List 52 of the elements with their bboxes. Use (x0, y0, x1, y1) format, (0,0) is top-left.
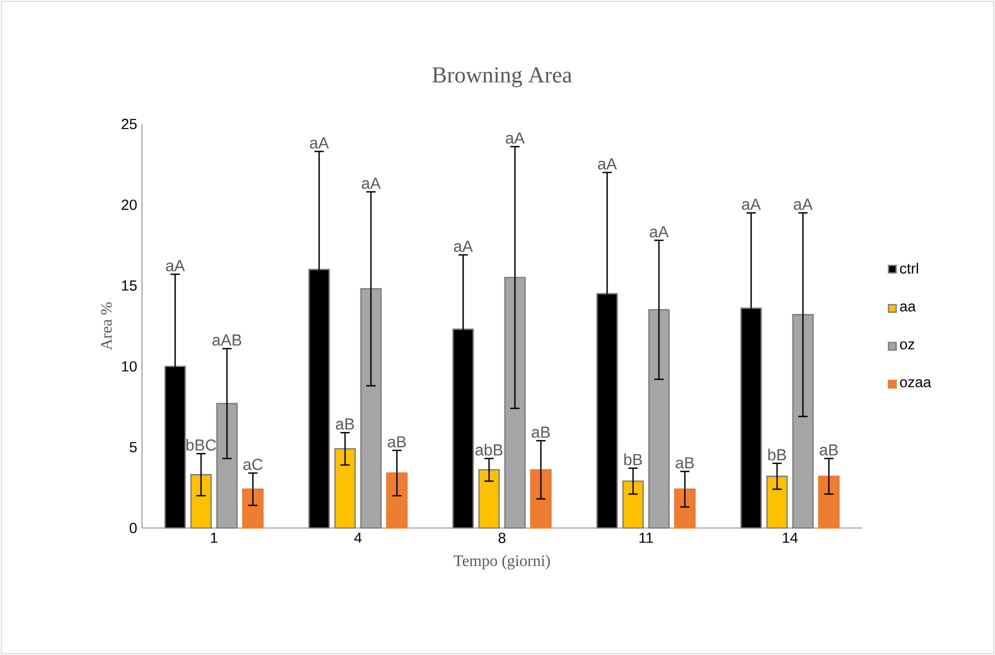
annotation: aB (820, 444, 838, 456)
annotation: aA (598, 158, 617, 170)
chart-title: Browning Area (432, 67, 572, 88)
x-tick-label: 11 (639, 532, 653, 543)
annotation: aAB (212, 334, 242, 346)
x-tick-label: 14 (782, 532, 798, 543)
annotation: aA (310, 137, 329, 149)
annotation: bB (624, 454, 642, 466)
annotation: aC (243, 458, 262, 470)
annotation: aA (506, 132, 525, 144)
annotation: bB (768, 448, 786, 460)
legend-label: ozaa (900, 379, 932, 388)
bar (622, 480, 644, 529)
bar (766, 476, 788, 529)
annotation: aA (794, 198, 813, 210)
annotation: aB (676, 457, 694, 468)
bar (792, 314, 814, 529)
annotation: bBC (186, 438, 216, 451)
y-tick-label: 20 (122, 200, 137, 210)
y-tick-label: 0 (130, 522, 137, 534)
legend-label: aa (900, 303, 916, 312)
bar (360, 288, 382, 529)
y-tick-label: 10 (122, 361, 137, 372)
bar (674, 488, 696, 529)
annotation: abB (475, 444, 502, 456)
y-axis-title: Area % (100, 302, 112, 350)
y-tick-label: 5 (130, 442, 137, 452)
bar (818, 476, 840, 529)
legend-label: oz (900, 341, 914, 350)
annotation: aA (166, 260, 185, 272)
bar (190, 474, 212, 529)
bar (648, 309, 670, 529)
legend-label: ctrl (900, 262, 918, 274)
bar (242, 488, 264, 529)
x-tick-label: 8 (498, 532, 506, 544)
annotation: aA (742, 198, 761, 210)
y-tick-label: 25 (122, 118, 137, 130)
x-axis-title: Tempo (giorni) (454, 554, 550, 570)
bar (478, 469, 500, 529)
annotation: aA (454, 240, 473, 252)
x-tick-label: 1 (211, 532, 218, 543)
annotation: aB (336, 418, 354, 430)
annotation: aB (388, 436, 406, 448)
annotation: aB (532, 426, 550, 438)
bar (216, 402, 238, 529)
x-tick-label: 4 (354, 532, 362, 543)
bar (386, 472, 408, 529)
y-tick-label: 15 (122, 280, 137, 291)
bar (334, 448, 356, 529)
annotation: aA (650, 226, 669, 238)
annotation: aA (362, 178, 381, 189)
bar (530, 469, 552, 529)
